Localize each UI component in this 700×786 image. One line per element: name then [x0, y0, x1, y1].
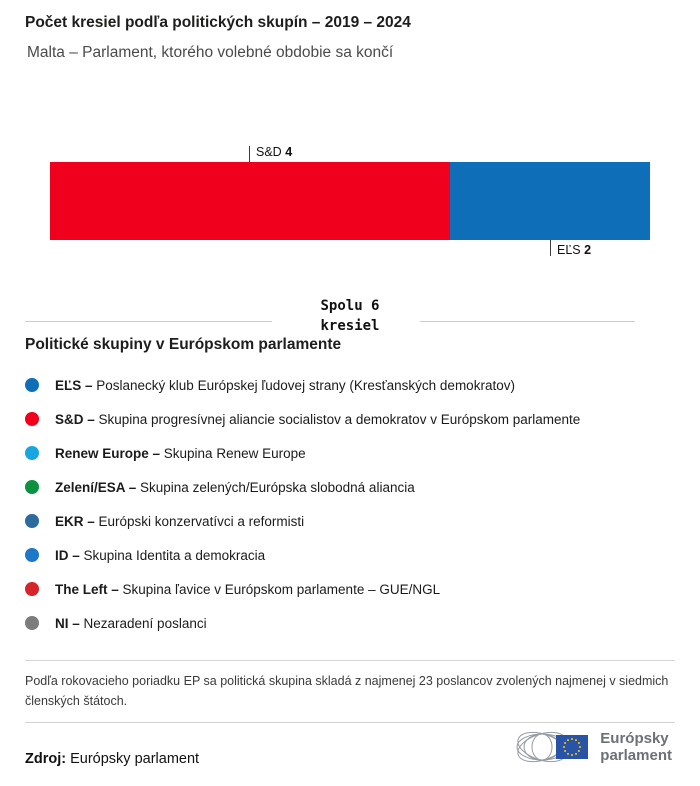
- legend-item-3: Zelení/ESA – Skupina zelených/Európska s…: [25, 470, 680, 504]
- legend-item-5: ID – Skupina Identita a demokracia: [25, 538, 680, 572]
- tick-label-els: EĽS 2: [557, 243, 591, 257]
- tick-label-sd: S&D 4: [256, 145, 292, 159]
- footnote-text: Podľa rokovacieho poriadku EP sa politic…: [25, 674, 669, 708]
- total-divider-left: [25, 321, 272, 322]
- legend-group-name-5: ID –: [55, 547, 84, 563]
- total-seats-label: Spolu 6 kresiel: [320, 298, 380, 334]
- ep-logo-icon: [516, 731, 589, 763]
- footnote-divider: [25, 660, 675, 661]
- legend-dot-5: [25, 548, 39, 562]
- page-subtitle: Malta – Parlament, ktorého volebné obdob…: [27, 44, 394, 61]
- legend-text-0: EĽS – Poslanecký klub Európskej ľudovej …: [55, 378, 515, 393]
- tick-line-sd: [249, 146, 250, 162]
- legend-list: EĽS – Poslanecký klub Európskej ľudovej …: [25, 368, 680, 640]
- legend-item-1: S&D – Skupina progresívnej aliancie soci…: [25, 402, 680, 436]
- tick-value-sd: 4: [285, 145, 293, 159]
- bottom-divider: [25, 722, 675, 723]
- legend-dot-4: [25, 514, 39, 528]
- legend-text-4: EKR – Európski konzervatívci a reformist…: [55, 514, 304, 529]
- legend-group-desc-2: Skupina Renew Europe: [163, 445, 306, 461]
- legend-group-desc-3: Skupina zelených/Európska slobodná alian…: [140, 479, 415, 495]
- page-title: Počet kresiel podľa politických skupín –…: [25, 14, 411, 31]
- legend-group-name-3: Zelení/ESA –: [55, 479, 141, 495]
- ep-logo-text-line2: parlament: [600, 747, 672, 764]
- legend-dot-6: [25, 582, 39, 596]
- legend-group-name-4: EKR –: [55, 513, 99, 529]
- bar-segment-S&D[interactable]: [50, 162, 450, 240]
- legend-text-5: ID – Skupina Identita a demokracia: [55, 548, 265, 563]
- bar-segment-EĽS[interactable]: [450, 162, 650, 240]
- legend-item-6: The Left – Skupina ľavice v Európskom pa…: [25, 572, 680, 606]
- legend-text-1: S&D – Skupina progresívnej aliancie soci…: [55, 412, 580, 427]
- legend-group-desc-0: Poslanecký klub Európskej ľudovej strany…: [96, 377, 515, 393]
- ep-logo-text-line1: Európsky: [600, 730, 669, 747]
- tick-name-els: EĽS: [557, 243, 581, 257]
- ep-logo-text: Európsky parlament: [600, 730, 672, 764]
- legend-item-2: Renew Europe – Skupina Renew Europe: [25, 436, 680, 470]
- tick-line-els: [550, 240, 551, 256]
- total-divider-right: [420, 321, 635, 322]
- legend-heading: Politické skupiny v Európskom parlamente: [25, 336, 342, 353]
- european-parliament-logo: Európsky parlament: [516, 726, 672, 768]
- legend-dot-2: [25, 446, 39, 460]
- stacked-bar: [50, 162, 650, 240]
- legend-text-6: The Left – Skupina ľavice v Európskom pa…: [55, 582, 440, 597]
- tick-value-els: 2: [584, 243, 592, 257]
- source-label: Zdroj:: [25, 751, 67, 767]
- legend-group-desc-7: Nezaradení poslanci: [83, 615, 207, 631]
- legend-text-7: NI – Nezaradení poslanci: [55, 616, 207, 631]
- legend-text-3: Zelení/ESA – Skupina zelených/Európska s…: [55, 480, 415, 495]
- legend-dot-7: [25, 616, 39, 630]
- source-value: Európsky parlament: [70, 751, 200, 767]
- legend-item-4: EKR – Európski konzervatívci a reformist…: [25, 504, 680, 538]
- legend-group-name-1: S&D –: [55, 411, 99, 427]
- legend-text-2: Renew Europe – Skupina Renew Europe: [55, 446, 306, 461]
- legend-group-name-0: EĽS –: [55, 377, 97, 393]
- legend-group-desc-4: Európski konzervatívci a reformisti: [98, 513, 305, 529]
- legend-group-desc-5: Skupina Identita a demokracia: [83, 547, 266, 563]
- legend-dot-0: [25, 378, 39, 392]
- legend-item-0: EĽS – Poslanecký klub Európskej ľudovej …: [25, 368, 680, 402]
- legend-dot-1: [25, 412, 39, 426]
- tick-name-sd: S&D: [256, 145, 282, 159]
- legend-group-desc-1: Skupina progresívnej aliancie socialisto…: [98, 411, 581, 427]
- legend-dot-3: [25, 480, 39, 494]
- legend-group-name-6: The Left –: [55, 581, 123, 597]
- legend-group-name-7: NI –: [55, 615, 84, 631]
- legend-group-name-2: Renew Europe –: [55, 445, 164, 461]
- source-line: Zdroj: Európsky parlament: [25, 751, 199, 767]
- legend-item-7: NI – Nezaradení poslanci: [25, 606, 680, 640]
- legend-group-desc-6: Skupina ľavice v Európskom parlamente – …: [122, 581, 441, 597]
